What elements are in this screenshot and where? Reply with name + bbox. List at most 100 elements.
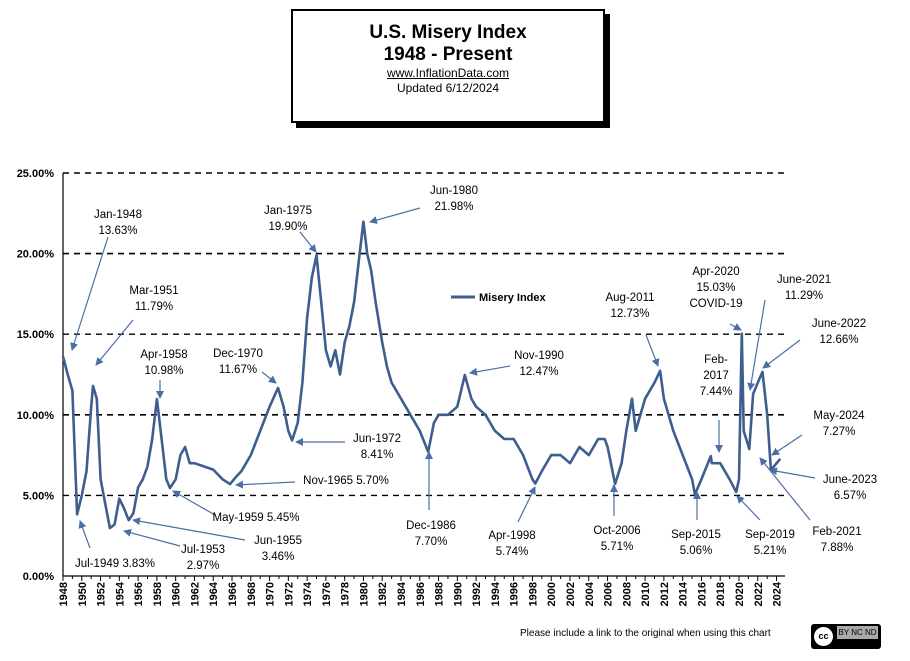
annotation-label: May-2024 7.27% xyxy=(813,410,865,438)
annotation-label-line: Jun-1972 xyxy=(353,433,401,445)
chart-subtitle: 1948 - Present xyxy=(383,44,513,65)
annotation-arrow xyxy=(645,334,660,367)
annotation-arrow xyxy=(769,467,816,479)
series-line-misery-index xyxy=(61,220,782,530)
creative-commons-badge[interactable]: cc BY NC ND xyxy=(811,624,881,649)
annotation-label-line: 3.46% xyxy=(262,551,295,563)
annotation-label-line: Sep-2019 xyxy=(745,529,795,541)
annotation-label-line: 5.21% xyxy=(754,545,787,557)
annotation-label-line: June-2023 xyxy=(823,474,877,486)
annotation-label-line: Apr-1958 xyxy=(140,349,187,361)
y-tick-label: 10.00% xyxy=(17,410,55,422)
x-tick-label: 1970 xyxy=(265,582,277,606)
y-tick-label: 15.00% xyxy=(17,329,55,341)
annotation-arrow xyxy=(369,207,421,224)
annotation-arrow xyxy=(517,486,536,523)
x-tick-label: 1980 xyxy=(358,582,370,606)
annotation-label: Apr-2020 15.03% COVID-19 xyxy=(689,266,742,310)
annotation-label-line: 5.74% xyxy=(496,546,529,558)
annotation-label-line: 6.57% xyxy=(834,490,867,502)
x-tick-label: 1988 xyxy=(434,582,446,606)
x-tick-label: 2002 xyxy=(565,582,577,606)
annotation-label: Mar-1951 11.79% xyxy=(129,285,178,313)
annotation-label-line: June-2022 xyxy=(812,318,866,330)
x-tick-label: 1978 xyxy=(340,582,352,606)
x-tick-label: 1998 xyxy=(527,582,539,606)
annotation-label-line: May-2024 xyxy=(813,410,865,422)
annotation-label: June-2021 11.29% xyxy=(777,274,831,302)
annotation-label: Jul-1953 2.97% xyxy=(181,544,225,572)
y-tick-label: 25.00% xyxy=(17,168,55,180)
annotation-label-line: 8.41% xyxy=(361,449,394,461)
annotation-label-line: Mar-1951 xyxy=(129,285,178,297)
annotation-label-line: Jan-1948 xyxy=(94,209,142,221)
annotation-label: Nov-1990 12.47% xyxy=(514,350,564,378)
annotation-label-line: Dec-1986 xyxy=(406,520,456,532)
annotation-label: Jun-1955 3.46% xyxy=(254,535,302,563)
annotation-label-line: Jun-1980 xyxy=(430,185,478,197)
x-tick-label: 1960 xyxy=(171,582,183,606)
annotation-label-line: 12.47% xyxy=(519,366,558,378)
x-tick-label: 1976 xyxy=(321,582,333,606)
annotation-label-line: Jul-1953 xyxy=(181,544,225,556)
annotation-arrow xyxy=(261,371,277,384)
annotation-label: Jul-1949 3.83% xyxy=(75,558,155,570)
annotation-arrow xyxy=(762,339,801,369)
annotation-label: Jan-1948 13.63% xyxy=(94,209,142,237)
annotation-label: Dec-1970 11.67% xyxy=(213,348,263,376)
website-link[interactable]: www.InflationData.com xyxy=(386,66,510,80)
x-tick-label: 1956 xyxy=(133,582,145,606)
annotation-label-line: Jun-1955 xyxy=(254,535,302,547)
x-tick-label: 1950 xyxy=(77,582,89,606)
annotation-label-line: 15.03% xyxy=(696,282,735,294)
x-tick-label: 1984 xyxy=(396,581,408,606)
annotation-label-line: June-2021 xyxy=(777,274,831,286)
annotation-label-line: 5.06% xyxy=(680,545,713,557)
x-tick-label: 2018 xyxy=(715,582,727,606)
x-tick-label: 1962 xyxy=(189,582,201,606)
annotation-label-line: Feb-2021 xyxy=(812,526,861,538)
annotation-arrow xyxy=(172,490,216,516)
annotation-arrow xyxy=(469,365,511,376)
annotation-arrow xyxy=(299,231,317,253)
annotation-arrow xyxy=(729,323,742,331)
x-tick-label: 2014 xyxy=(678,581,690,606)
annotation-label-line: Apr-2020 xyxy=(692,266,739,278)
annotation-arrow xyxy=(70,236,109,351)
annotation-label: May-1959 5.45% xyxy=(213,512,300,524)
annotation-label-line: Nov-1965 5.70% xyxy=(303,475,389,487)
x-tick-label: 1992 xyxy=(471,582,483,606)
annotation-label-line: Dec-1970 xyxy=(213,348,263,360)
x-tick-label: 1966 xyxy=(227,582,239,606)
x-tick-label: 1952 xyxy=(96,582,108,606)
x-tick-label: 2016 xyxy=(696,582,708,606)
annotation-label-line: Sep-2015 xyxy=(671,529,721,541)
annotation-label: Sep-2019 5.21% xyxy=(745,529,795,557)
annotation-label: Apr-1998 5.74% xyxy=(488,530,535,558)
annotation-label: Jan-1975 19.90% xyxy=(264,205,312,233)
annotation-label: Feb- 2017 7.44% xyxy=(700,354,733,398)
annotation-label: Sep-2015 5.06% xyxy=(671,529,721,557)
x-tick-label: 1958 xyxy=(152,582,164,606)
annotation-label: June-2023 6.57% xyxy=(823,474,877,502)
x-tick-label: 1986 xyxy=(415,582,427,606)
annotation-label-line: 2017 xyxy=(703,370,729,382)
chart-title-box: U.S. Misery Index 1948 - Present www.Inf… xyxy=(291,9,605,123)
annotation-label: Apr-1958 10.98% xyxy=(140,349,187,377)
x-tick-label: 2006 xyxy=(603,582,615,606)
annotation-arrow xyxy=(95,319,134,366)
x-tick-label: 2008 xyxy=(621,582,633,606)
x-tick-label: 1954 xyxy=(114,581,126,606)
annotation-label-line: Jan-1975 xyxy=(264,205,312,217)
annotation-label-line: COVID-19 xyxy=(689,298,742,310)
annotation-label-line: 19.90% xyxy=(268,221,307,233)
annotation-label-line: 12.66% xyxy=(819,334,858,346)
annotation-label-line: 7.44% xyxy=(700,386,733,398)
license-terms: BY NC ND xyxy=(837,626,878,639)
annotation-label: Jun-1980 21.98% xyxy=(430,185,478,213)
annotation-label-line: 5.71% xyxy=(601,541,634,553)
annotation-label-line: 11.67% xyxy=(219,364,257,376)
annotation-arrow xyxy=(132,517,246,541)
annotation-label-line: Nov-1990 xyxy=(514,350,564,362)
x-tick-label: 2020 xyxy=(734,582,746,606)
